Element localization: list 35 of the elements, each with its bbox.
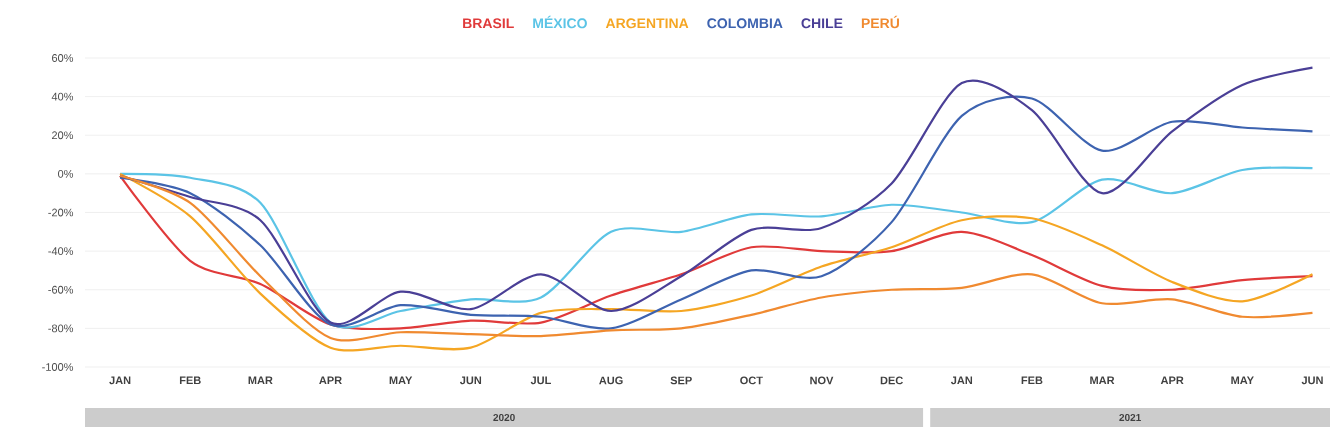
text: 2021 [1119,413,1141,422]
x-tick-label: JAN [950,376,973,385]
x-tick-label: MAR [248,376,273,385]
x-tick-label: SEP [670,376,692,385]
text: BRASIL [463,18,514,29]
x-tick-label: JUN [459,376,482,385]
x-tick-label: FEB [179,376,201,385]
x-tick-label: JUL [530,376,551,385]
x-tick-label: OCT [740,376,763,385]
text: ARGENTINA [605,18,689,29]
x-tick-label: DEC [880,376,903,385]
text: 2020 [493,413,515,422]
x-tick-label: MAR [1090,376,1115,385]
x-tick-label: MAY [1231,376,1254,385]
text: CHILE [801,18,843,29]
y-tick-label: 40% [51,92,74,101]
x-tick-label: JUN [1301,376,1323,385]
text: MÉXICO [533,15,587,29]
y-tick-label: 60% [52,54,74,62]
x-tick-label: NOV [810,376,834,385]
x-tick-label: APR [319,376,342,385]
x-tick-label: JAN [109,376,131,385]
y-tick-label: 0% [58,169,74,178]
y-tick-label: -20% [48,208,74,217]
y-tick-label: -60% [48,285,74,294]
x-tick-label: MAY [389,376,413,385]
y-tick-label: -100% [42,363,74,371]
x-tick-label: AUG [599,376,623,385]
text: PERÚ [861,15,899,29]
x-tick-label: APR [1160,376,1184,385]
x-tick-label: FEB [1021,376,1043,385]
y-tick-label: -40% [48,247,74,256]
text: COLOMBIA [707,18,783,29]
y-tick-label: 20% [52,131,74,140]
y-tick-label: -80% [48,324,74,333]
